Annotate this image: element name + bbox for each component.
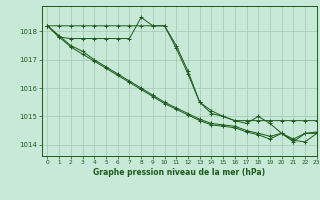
X-axis label: Graphe pression niveau de la mer (hPa): Graphe pression niveau de la mer (hPa) [93, 168, 265, 177]
